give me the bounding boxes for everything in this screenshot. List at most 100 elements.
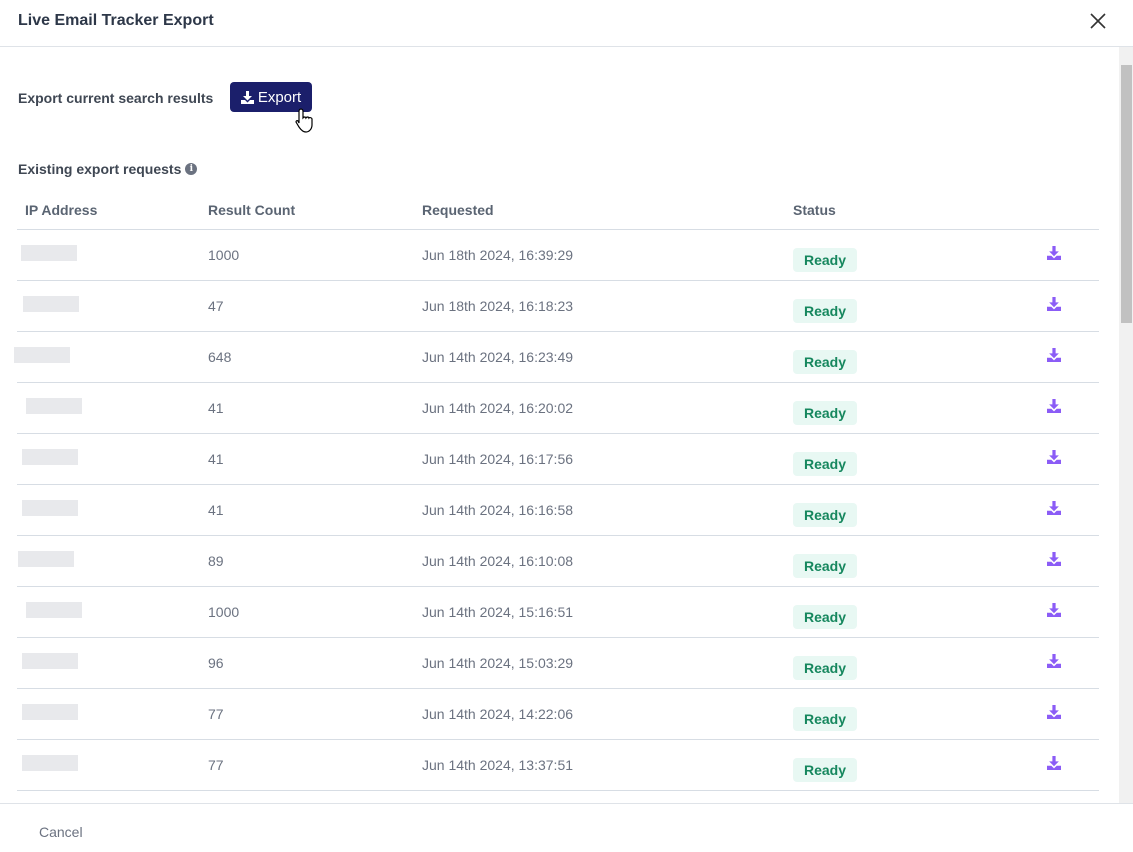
table-row: 1000 Jun 14th 2024, 15:16:51 Ready [17,586,1099,638]
download-icon [240,90,254,104]
redacted-ip [22,500,78,516]
table-row: 77 Jun 14th 2024, 14:22:06 Ready [17,688,1099,740]
download-icon[interactable] [1047,756,1061,770]
requested-cell: Jun 14th 2024, 16:16:58 [414,484,785,536]
status-badge: Ready [793,706,858,731]
export-label: Export current search results [18,90,214,106]
requested-cell: Jun 14th 2024, 14:22:06 [414,688,785,740]
export-requests-table: IP Address Result Count Requested Status… [14,191,1099,791]
requested-cell: Jun 14th 2024, 13:37:51 [414,739,785,791]
status-badge: Ready [793,298,858,323]
redacted-ip [26,602,82,618]
scrollbar-thumb[interactable] [1121,65,1132,323]
requested-cell: Jun 18th 2024, 16:39:29 [414,229,785,281]
requested-cell: Jun 14th 2024, 16:10:08 [414,535,785,587]
requested-cell: Jun 14th 2024, 15:03:29 [414,637,785,689]
download-icon[interactable] [1047,246,1061,260]
existing-requests-heading: Existing export requests i [18,161,198,177]
status-badge: Ready [793,247,858,272]
export-button[interactable]: Export [230,82,312,112]
table-row: 41 Jun 14th 2024, 16:16:58 Ready [17,484,1099,536]
status-cell: Ready [785,331,1039,383]
download-icon[interactable] [1047,552,1061,566]
column-actions [1039,191,1099,230]
table-row: 648 Jun 14th 2024, 16:23:49 Ready [14,331,1099,383]
action-cell [1039,739,1099,791]
ip-cell [17,280,200,332]
status-cell: Ready [785,637,1039,689]
status-badge: Ready [793,553,858,578]
table-row: 47 Jun 18th 2024, 16:18:23 Ready [17,280,1099,332]
result-count-cell: 77 [200,739,414,791]
ip-cell [14,331,200,383]
result-count-cell: 41 [200,382,414,434]
redacted-ip [22,653,78,669]
dialog-title: Live Email Tracker Export [18,12,214,29]
existing-requests-title: Existing export requests [18,161,182,177]
redacted-ip [21,245,77,261]
action-cell [1039,229,1099,281]
requested-cell: Jun 14th 2024, 16:23:49 [414,331,785,383]
table-row: 41 Jun 14th 2024, 16:17:56 Ready [17,433,1099,485]
table-row: 41 Jun 14th 2024, 16:20:02 Ready [17,382,1099,434]
action-cell [1039,688,1099,740]
column-result-count: Result Count [200,191,414,230]
download-icon[interactable] [1047,501,1061,515]
export-button-label: Export [257,88,302,106]
download-icon[interactable] [1047,705,1061,719]
scrollbar[interactable] [1119,47,1133,803]
redacted-ip [23,296,79,312]
status-cell: Ready [785,484,1039,536]
redacted-ip [22,449,78,465]
table-row: 96 Jun 14th 2024, 15:03:29 Ready [17,637,1099,689]
cancel-button[interactable]: Cancel [39,824,83,840]
status-cell: Ready [785,688,1039,740]
table-row: 77 Jun 14th 2024, 13:37:51 Ready [17,739,1099,791]
ip-cell [17,229,200,281]
table-row: 1000 Jun 18th 2024, 16:39:29 Ready [17,229,1099,281]
ip-cell [17,739,200,791]
redacted-ip [14,347,70,363]
column-requested: Requested [414,191,785,230]
download-icon[interactable] [1047,399,1061,413]
result-count-cell: 41 [200,433,414,485]
action-cell [1039,331,1099,383]
column-status: Status [785,191,1039,230]
action-cell [1039,637,1099,689]
ip-cell [17,382,200,434]
result-count-cell: 96 [200,637,414,689]
status-cell: Ready [785,586,1039,638]
action-cell [1039,433,1099,485]
status-cell: Ready [785,229,1039,281]
dialog-header: Live Email Tracker Export [0,0,1133,47]
download-icon[interactable] [1047,654,1061,668]
ip-cell [17,535,200,587]
download-icon[interactable] [1047,297,1061,311]
ip-cell [17,484,200,536]
status-badge: Ready [793,502,858,527]
info-icon[interactable]: i [185,163,198,175]
requested-cell: Jun 14th 2024, 15:16:51 [414,586,785,638]
download-icon[interactable] [1047,603,1061,617]
ip-cell [17,433,200,485]
status-cell: Ready [785,739,1039,791]
result-count-cell: 41 [200,484,414,536]
status-badge: Ready [793,604,858,629]
ip-cell [17,586,200,638]
redacted-ip [26,398,82,414]
status-cell: Ready [785,535,1039,587]
action-cell [1039,535,1099,587]
result-count-cell: 1000 [200,229,414,281]
download-icon[interactable] [1047,348,1061,362]
table-header-row: IP Address Result Count Requested Status [17,191,1099,230]
dialog-body: Export current search results Export Exi… [0,47,1119,803]
redacted-ip [22,704,78,720]
status-cell: Ready [785,433,1039,485]
status-badge: Ready [793,400,858,425]
result-count-cell: 77 [200,688,414,740]
download-icon[interactable] [1047,450,1061,464]
result-count-cell: 47 [200,280,414,332]
action-cell [1039,382,1099,434]
close-icon[interactable] [1088,11,1108,31]
hand-cursor-icon [295,108,313,133]
